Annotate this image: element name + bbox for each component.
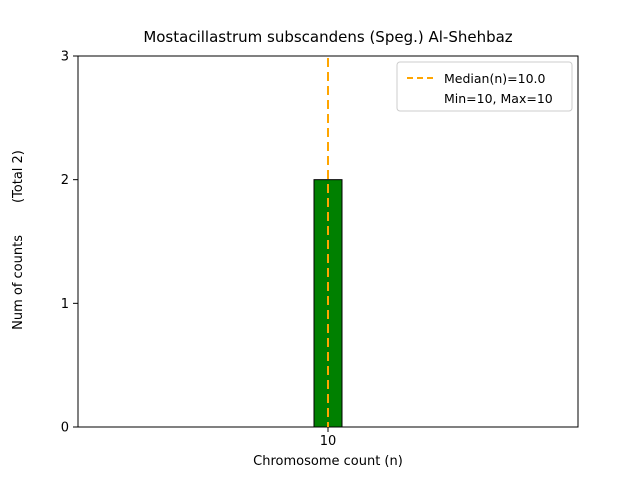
y-tick-label: 0 xyxy=(61,421,69,436)
y-tick-label: 1 xyxy=(61,297,69,312)
x-tick-label: 10 xyxy=(320,434,337,449)
x-axis-label: Chromosome count (n) xyxy=(253,454,403,469)
legend-entry-minmax: Min=10, Max=10 xyxy=(444,91,553,106)
y-tick-label: 2 xyxy=(61,173,69,188)
y-axis-ticks: 0 1 2 3 xyxy=(61,50,78,436)
legend-box xyxy=(396,61,573,112)
y-axis-label-total: (Total 2) xyxy=(11,150,26,203)
legend-entry-median: Median(n)=10.0 xyxy=(444,71,545,86)
y-axis-label-main: Num of counts xyxy=(11,235,26,330)
legend: Median(n)=10.0 Min=10, Max=10 xyxy=(396,61,573,112)
chart-title: Mostacillastrum subscandens (Speg.) Al-S… xyxy=(143,28,512,46)
y-axis-label: Num of counts (Total 2) xyxy=(11,150,26,330)
y-tick-label: 3 xyxy=(61,50,69,65)
x-axis-ticks: 10 xyxy=(320,427,337,449)
